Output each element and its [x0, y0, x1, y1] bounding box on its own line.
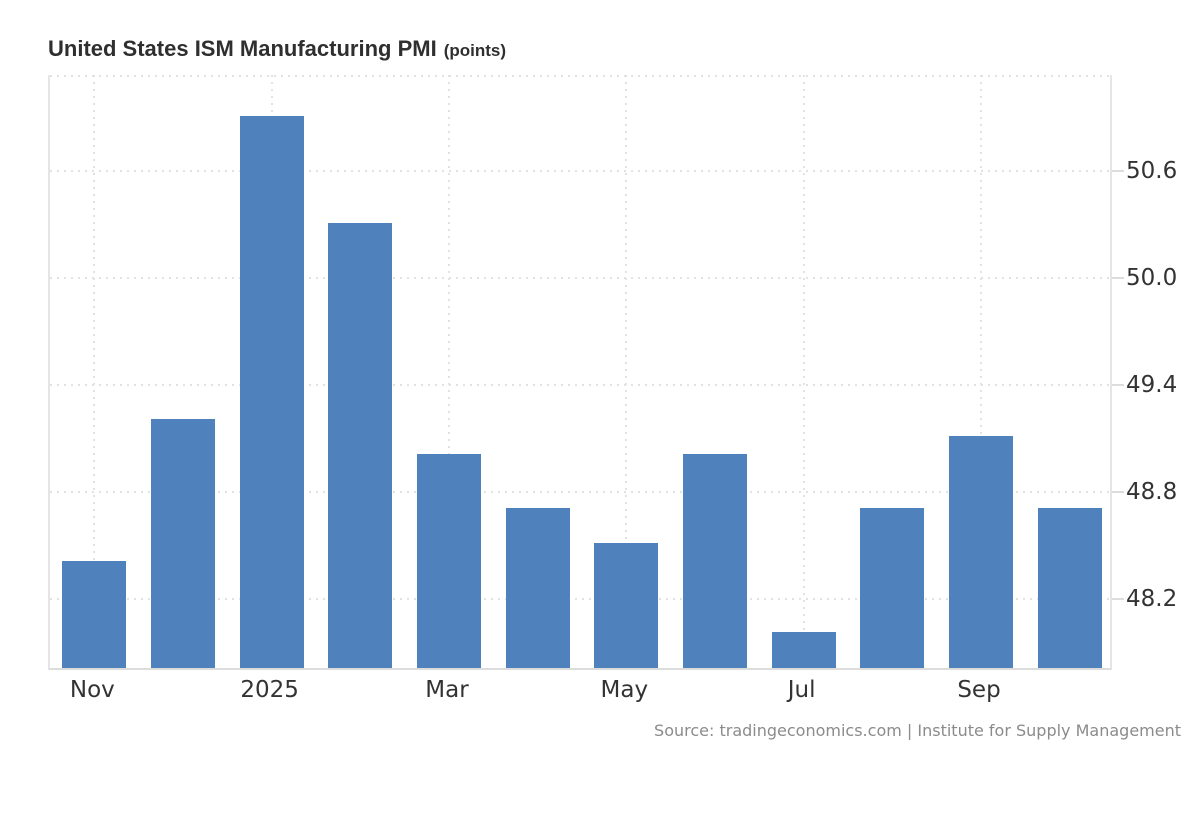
y-gridline [50, 170, 1110, 173]
x-axis-label: May [600, 677, 649, 703]
source-attribution: Source: tradingeconomics.com | Institute… [654, 721, 1181, 740]
y-gridline [50, 383, 1110, 386]
chart-title: United States ISM Manufacturing PMI (poin… [48, 36, 506, 62]
bar-sep-2025[interactable] [949, 436, 1013, 668]
bar-dec-2024[interactable] [151, 418, 215, 668]
bar-feb-2025[interactable] [328, 222, 393, 668]
y-gridline [50, 277, 1110, 280]
x-axis-label: Mar [425, 677, 469, 703]
bar-may-2025[interactable] [594, 543, 659, 668]
y-tick-mark [1112, 383, 1124, 386]
bar-jan-2025[interactable] [239, 115, 304, 668]
y-axis-label: 49.4 [1126, 371, 1178, 398]
bar-apr-2025[interactable] [505, 507, 570, 668]
x-gridline [93, 75, 96, 668]
bar-oct-2025[interactable] [1037, 507, 1102, 668]
y-axis-label: 48.8 [1126, 478, 1178, 505]
x-gridline [625, 75, 628, 668]
x-axis-label: Jul [787, 677, 816, 703]
x-gridline [802, 75, 805, 668]
x-gridline [448, 75, 450, 668]
y-axis-label: 50.0 [1126, 265, 1178, 292]
y-gridline [50, 490, 1110, 493]
y-tick-mark [1112, 277, 1124, 280]
y-axis-label: 50.6 [1126, 158, 1178, 185]
bar-jun-2025[interactable] [683, 454, 747, 668]
plot-top-border [50, 75, 1110, 77]
x-axis-label: Nov [69, 677, 115, 703]
bar-nov-2024[interactable] [62, 561, 127, 668]
x-axis-label: 2025 [240, 677, 299, 703]
y-axis-label: 48.2 [1126, 585, 1178, 612]
bar-jul-2025[interactable] [771, 632, 836, 668]
y-gridline [50, 597, 1110, 600]
y-tick-mark [1112, 490, 1124, 493]
chart-title-unit: (points) [443, 41, 507, 60]
y-tick-mark [1112, 170, 1124, 173]
bar-mar-2025[interactable] [417, 454, 481, 668]
bar-aug-2025[interactable] [860, 507, 925, 668]
y-tick-mark [1112, 597, 1124, 600]
x-gridline [980, 75, 982, 668]
chart-title-text: United States ISM Manufacturing PMI [48, 36, 437, 61]
plot-area [48, 75, 1112, 670]
x-axis-label: Sep [957, 677, 1001, 703]
